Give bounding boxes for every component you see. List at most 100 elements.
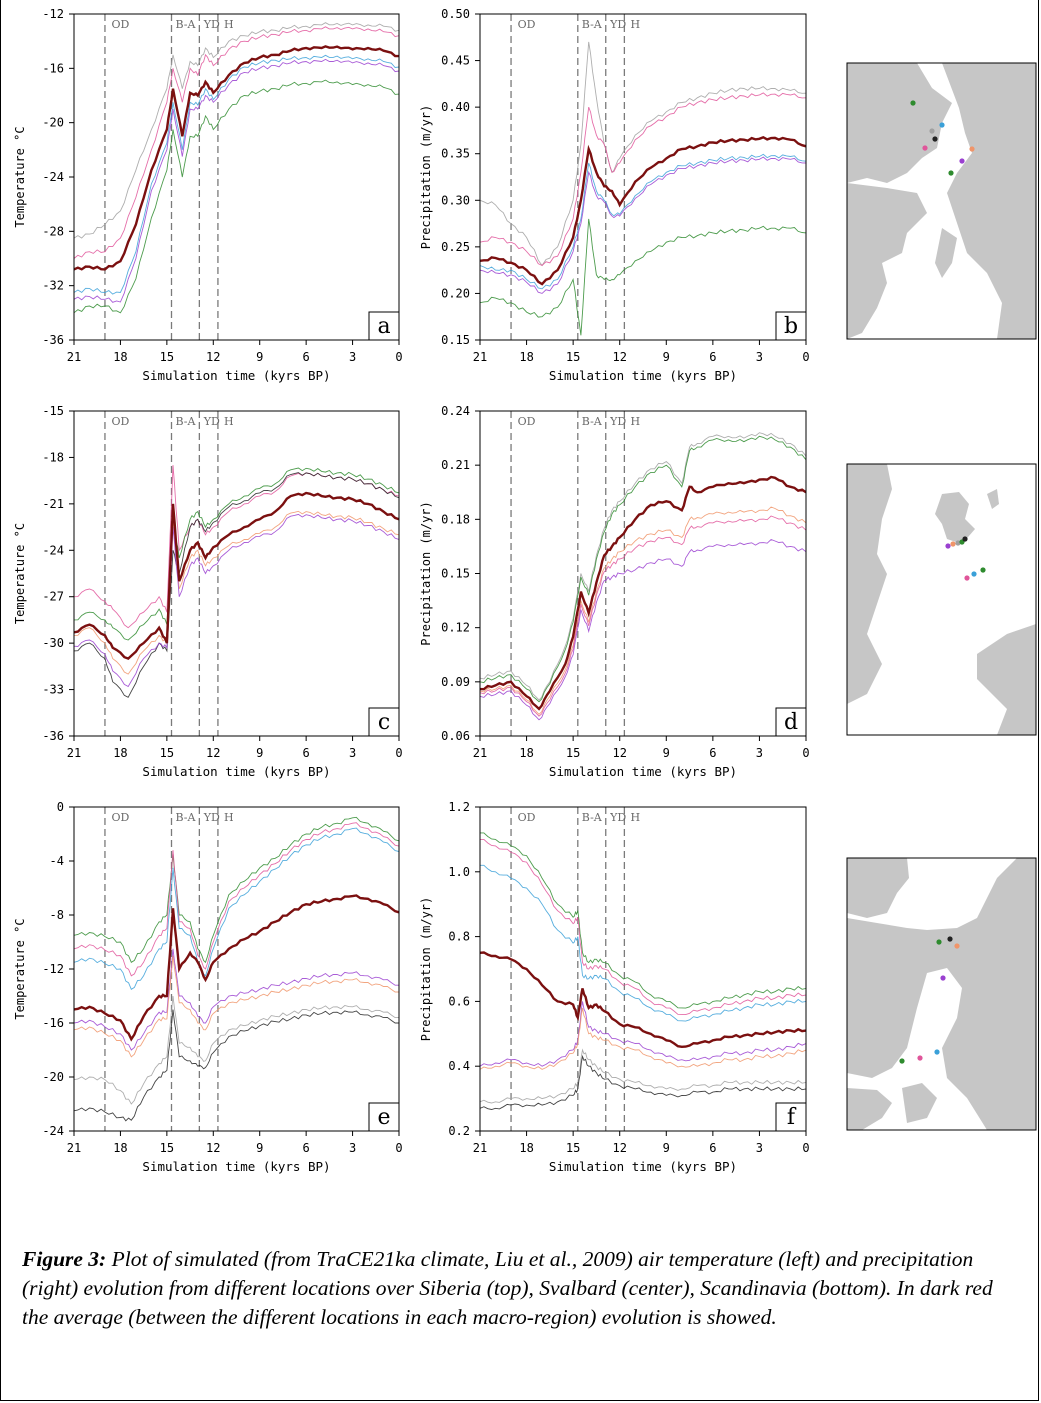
panel-letter-box	[775, 707, 807, 737]
map-scandinavia	[846, 857, 1037, 1131]
y-tick-label: -4	[50, 854, 64, 868]
location-marker	[934, 1049, 940, 1055]
y-tick-label: -20	[42, 116, 64, 130]
location-marker	[917, 1055, 923, 1061]
x-tick-label: 21	[67, 350, 81, 364]
land-shape	[942, 63, 1036, 339]
figure-panels: OD B-A YD H 21 18 15 12 9 6 3 0 -36 -32 -28 -24 -20 -16 -1…	[13, 7, 1037, 1174]
period-label: YD	[609, 811, 626, 824]
y-axis-label: Temperature °C	[13, 523, 27, 624]
y-axis-label: Temperature °C	[13, 918, 27, 1019]
y-tick-label: 0.12	[441, 621, 470, 635]
map-frame	[846, 463, 1037, 736]
location-series-line	[480, 156, 806, 294]
period-label: OD	[112, 811, 130, 824]
y-tick-label: 0.24	[441, 404, 470, 418]
x-tick-label: 12	[612, 1141, 626, 1155]
panel-letter: d	[784, 710, 798, 735]
location-marker	[950, 541, 956, 547]
plot-frame	[479, 806, 807, 1132]
period-label: B-A	[582, 18, 603, 31]
y-tick-label: 0.25	[441, 240, 470, 254]
x-axis-label: Simulation time (kyrs BP)	[549, 1159, 737, 1174]
location-series-line	[480, 1048, 806, 1104]
location-series-line	[480, 1054, 806, 1110]
x-axis-label: Simulation time (kyrs BP)	[142, 764, 330, 779]
x-tick-label: 18	[519, 1141, 533, 1155]
x-tick-label: 3	[349, 350, 356, 364]
y-tick-label: 0	[57, 800, 64, 814]
location-marker	[954, 943, 960, 949]
y-tick-label: 0.15	[441, 567, 470, 581]
x-tick-label: 12	[206, 1141, 220, 1155]
y-tick-label: -8	[50, 908, 64, 922]
panel-letter-box	[775, 311, 807, 341]
location-series-line	[480, 506, 806, 715]
x-tick-label: 9	[256, 1141, 263, 1155]
y-axis-label: Precipitation (m/yr)	[419, 501, 433, 646]
y-tick-label: 0.4	[448, 1059, 470, 1073]
x-tick-label: 15	[566, 1141, 580, 1155]
y-tick-label: 0.15	[441, 333, 470, 347]
y-tick-label: 1.2	[448, 800, 470, 814]
land-shape	[847, 464, 892, 704]
location-series-line	[74, 816, 399, 964]
panel-a: OD B-A YD H 21 18 15 12 9 6 3 0 -36 -32 -28 -24 -20 -16 -1…	[13, 7, 403, 383]
period-label: OD	[112, 18, 130, 31]
x-tick-label: 3	[756, 746, 763, 760]
period-label: H	[224, 811, 234, 824]
x-tick-label: 18	[113, 350, 127, 364]
y-tick-label: 0.06	[441, 729, 470, 743]
location-series-line	[480, 41, 806, 267]
land-shape	[847, 858, 909, 918]
y-tick-label: -27	[42, 590, 64, 604]
y-tick-label: -28	[42, 224, 64, 238]
y-tick-label: -12	[42, 962, 64, 976]
panel-f: OD B-A YD H 21 18 15 12 9 6 3 0 0.2 0.4 0.6 0.8 1.0 1.2 Si…	[419, 800, 810, 1174]
y-tick-label: 0.8	[448, 930, 470, 944]
y-tick-label: 0.6	[448, 994, 470, 1008]
panel-letter-box	[368, 311, 400, 341]
location-series-line	[480, 864, 806, 1022]
x-tick-label: 15	[566, 746, 580, 760]
period-label: YD	[203, 811, 220, 824]
mean-series-line	[480, 951, 806, 1049]
period-label: B-A	[175, 811, 196, 824]
x-axis-label: Simulation time (kyrs BP)	[142, 368, 330, 383]
y-tick-label: -15	[42, 404, 64, 418]
period-label: OD	[518, 811, 536, 824]
x-tick-label: 18	[519, 746, 533, 760]
x-tick-label: 9	[663, 350, 670, 364]
location-series-line	[74, 54, 399, 295]
x-tick-label: 3	[349, 1141, 356, 1155]
y-tick-label: -18	[42, 450, 64, 464]
location-marker	[971, 571, 977, 577]
location-series-line	[74, 948, 399, 1051]
y-tick-label: -32	[42, 279, 64, 293]
period-label: YD	[203, 415, 220, 428]
location-marker	[947, 936, 953, 942]
location-marker	[936, 939, 942, 945]
location-series-line	[480, 538, 806, 721]
period-label: B-A	[582, 415, 603, 428]
map-land	[847, 63, 1036, 339]
period-label: H	[224, 415, 234, 428]
x-tick-label: 0	[802, 350, 809, 364]
period-label: H	[630, 811, 640, 824]
x-tick-label: 9	[663, 1141, 670, 1155]
land-shape	[847, 63, 952, 183]
y-tick-label: 0.18	[441, 512, 470, 526]
period-label: H	[630, 18, 640, 31]
x-tick-label: 0	[395, 746, 402, 760]
x-tick-label: 9	[663, 746, 670, 760]
location-series-line	[74, 26, 399, 259]
y-tick-label: 0.50	[441, 7, 470, 21]
x-tick-label: 0	[802, 1141, 809, 1155]
location-series-line	[480, 92, 806, 267]
location-series-line	[74, 467, 399, 641]
y-tick-label: -12	[42, 7, 64, 21]
x-tick-label: 3	[756, 350, 763, 364]
panel-d: OD B-A YD H 21 18 15 12 9 6 3 0 0.06 0.09 0.12 0.15 0.18…	[419, 404, 810, 779]
location-series-line	[480, 515, 806, 717]
y-tick-label: -21	[42, 497, 64, 511]
